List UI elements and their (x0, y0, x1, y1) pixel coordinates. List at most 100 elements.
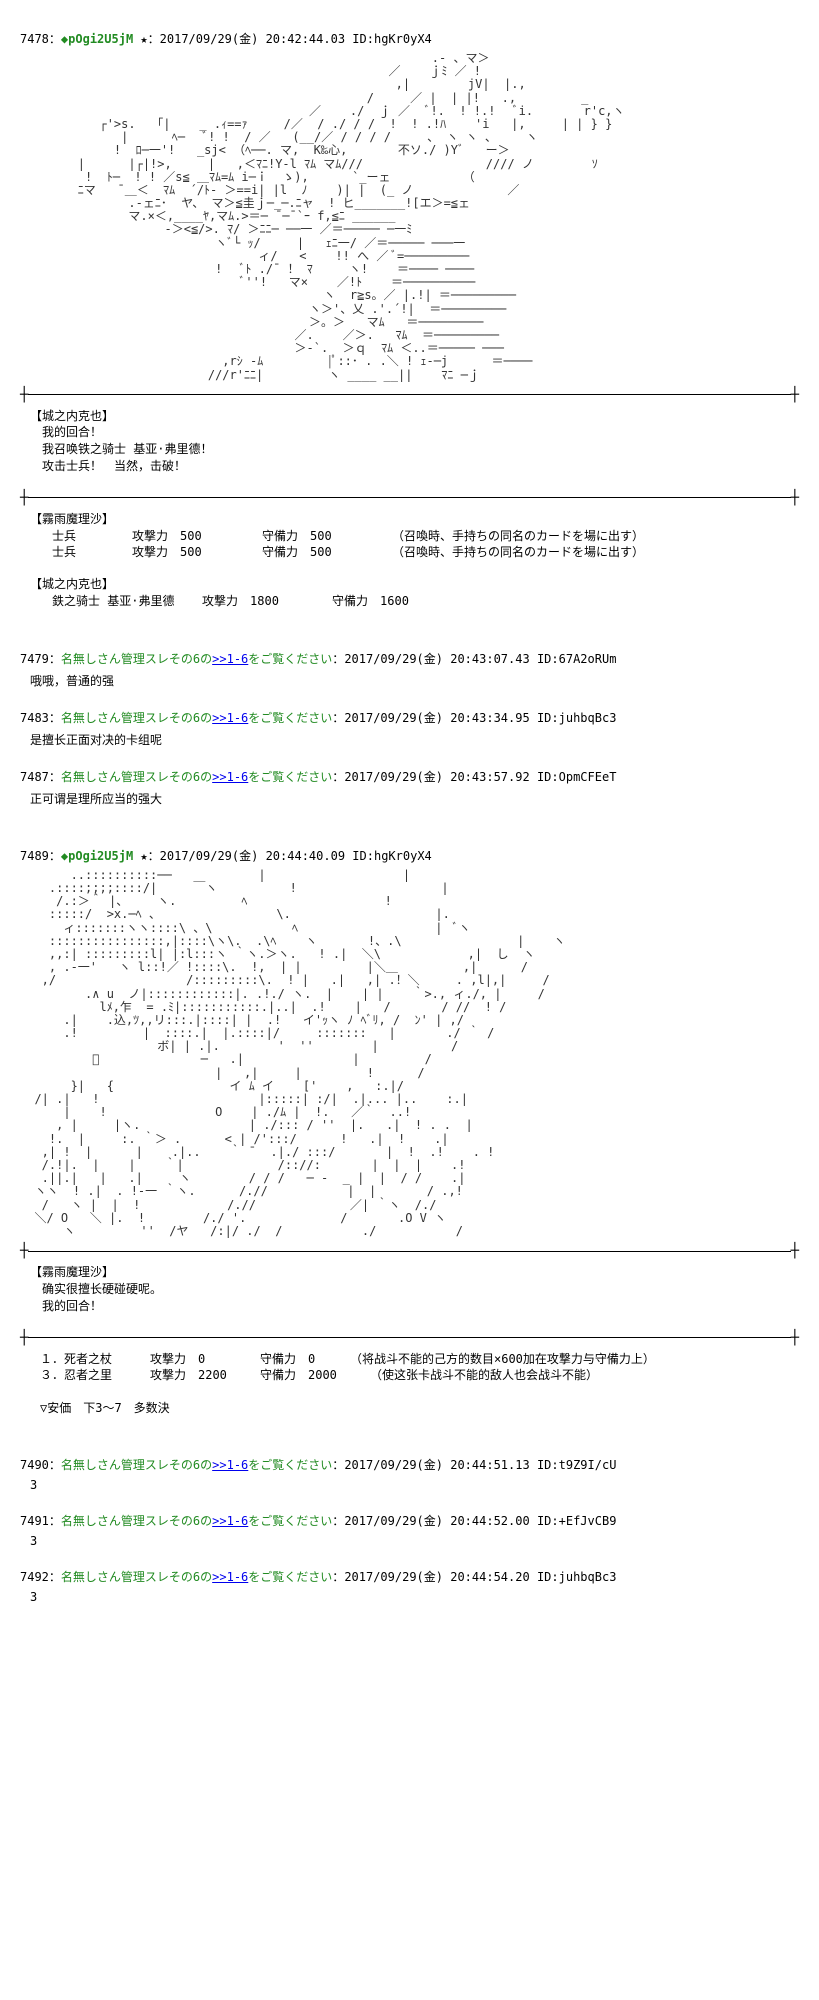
post-header-7487: 7487：名無しさん管理スレその6の>>1-6をご覧ください：2017/09/2… (20, 768, 799, 785)
stat-name: ３．忍者之里 (40, 1367, 150, 1384)
dialog-box: 【霧雨魔理沙】 士兵 攻撃力 500 守備力 500 （召喚時、手持ちの同名のカ… (30, 511, 799, 561)
post-suffix: をご覧ください (248, 652, 332, 666)
speaker-label: 【霧雨魔理沙】 (30, 1264, 799, 1281)
comment-body: 3 (30, 1534, 799, 1548)
post-name: 名無しさん管理スレその6の (61, 652, 212, 666)
post-header-7492: 7492：名無しさん管理スレその6の>>1-6をご覧ください：2017/09/2… (20, 1568, 799, 1585)
post-date: 2017/09/29(金) 20:42:44.03 (160, 32, 345, 46)
divider (20, 387, 799, 403)
comment-body: 是擅长正面对决的卡组呢 (30, 731, 799, 748)
star-icon: ★ (140, 849, 147, 863)
divider (20, 1330, 799, 1346)
post-date: 2017/09/29(金) 20:44:40.09 (160, 849, 345, 863)
ascii-art-7489: ..::::::::::── | | .::::;;;;::::/| ￣ヽ ! … (20, 869, 799, 1238)
comment-body: 3 (30, 1478, 799, 1492)
post-trip: ◆pOgi2U5jM (61, 849, 133, 863)
post-name: 名無しさん管理スレその6の (61, 1514, 212, 1528)
post-suffix: をご覧ください (248, 1514, 332, 1528)
dialog-line: 我召唤铁之骑士 基亚·弗里德！ (30, 441, 799, 458)
stat-atk: 攻撃力 500 (132, 528, 262, 545)
post-date: 2017/09/29(金) 20:43:34.95 (344, 711, 529, 725)
stat-name: 士兵 (52, 528, 132, 545)
stat-effect: （使这张卡战斗不能的敌人也会战斗不能） (370, 1367, 799, 1384)
stat-atk: 攻撃力 500 (132, 544, 262, 561)
stat-def: 守備力 2000 (260, 1367, 370, 1384)
post-number: 7478 (20, 32, 49, 46)
post-date: 2017/09/29(金) 20:43:07.43 (344, 652, 529, 666)
stat-row: 鉄之骑士 基亚·弗里德 攻撃力 1800 守備力 1600 (40, 593, 799, 610)
comment-body: 3 (30, 1590, 799, 1604)
post-reply-link[interactable]: >>1-6 (212, 711, 248, 725)
stat-effect: （将战斗不能的己方的数目×600加在攻撃力与守備力上） (350, 1351, 799, 1368)
divider (20, 490, 799, 506)
stat-row: ３．忍者之里 攻撃力 2200 守備力 2000 （使这张卡战斗不能的敌人也会战… (40, 1367, 799, 1384)
stat-name: １．死者之杖 (40, 1351, 150, 1368)
post-number: 7487 (20, 770, 49, 784)
post-date: 2017/09/29(金) 20:44:54.20 (344, 1570, 529, 1584)
dialog-box: 【城之内克也】 我的回合！ 我召唤铁之骑士 基亚·弗里德！ 攻击士兵！ 当然，击… (30, 408, 799, 475)
post-header-7479: 7479：名無しさん管理スレその6の>>1-6をご覧ください：2017/09/2… (20, 650, 799, 667)
post-number: 7490 (20, 1458, 49, 1472)
post-date: 2017/09/29(金) 20:44:52.00 (344, 1514, 529, 1528)
stat-atk: 攻撃力 2200 (150, 1367, 260, 1384)
post-id: ID:hgKr0yX4 (352, 32, 431, 46)
post-reply-link[interactable]: >>1-6 (212, 770, 248, 784)
post-id: ID:+EfJvCB9 (537, 1514, 616, 1528)
stat-row: 士兵 攻撃力 500 守備力 500 （召喚時、手持ちの同名のカードを場に出す） (40, 528, 799, 545)
stat-def: 守備力 500 (262, 528, 392, 545)
post-header-7478: 7478：◆pOgi2U5jM ★：2017/09/29(金) 20:42:44… (20, 30, 799, 47)
post-suffix: をご覧ください (248, 1570, 332, 1584)
dialog-box: １．死者之杖 攻撃力 0 守備力 0 （将战斗不能的己方的数目×600加在攻撃力… (30, 1351, 799, 1385)
speaker-label: 【城之内克也】 (30, 408, 799, 425)
post-name: 名無しさん管理スレその6の (61, 711, 212, 725)
stat-atk: 攻撃力 1800 (202, 593, 332, 610)
post-date: 2017/09/29(金) 20:43:57.92 (344, 770, 529, 784)
post-header-7491: 7491：名無しさん管理スレその6の>>1-6をご覧ください：2017/09/2… (20, 1512, 799, 1529)
post-id: ID:t9Z9I/cU (537, 1458, 616, 1472)
stat-name: 鉄之骑士 基亚·弗里德 (52, 593, 202, 610)
post-header-7483: 7483：名無しさん管理スレその6の>>1-6をご覧ください：2017/09/2… (20, 709, 799, 726)
stat-def: 守備力 500 (262, 544, 392, 561)
stat-row: １．死者之杖 攻撃力 0 守備力 0 （将战斗不能的己方的数目×600加在攻撃力… (40, 1351, 799, 1368)
dialog-line: 我的回合！ (30, 1298, 799, 1315)
post-reply-link[interactable]: >>1-6 (212, 1570, 248, 1584)
dialog-line: 确实很擅长硬碰硬呢。 (30, 1281, 799, 1298)
speaker-label: 【城之内克也】 (30, 576, 799, 593)
stat-name: 士兵 (52, 544, 132, 561)
stat-effect: （召喚時、手持ちの同名のカードを場に出す） (392, 528, 799, 545)
post-suffix: をご覧ください (248, 770, 332, 784)
post-id: ID:juhbqBc3 (537, 1570, 616, 1584)
dialog-line: 我的回合！ (30, 424, 799, 441)
ascii-art-7478: .‐ 、マ＞ ／ ｊﾐ ／ ! ,| jV| |., / ／ | (20, 52, 799, 382)
post-number: 7492 (20, 1570, 49, 1584)
post-header-7490: 7490：名無しさん管理スレその6の>>1-6をご覧ください：2017/09/2… (20, 1456, 799, 1473)
post-id: ID:hgKr0yX4 (352, 849, 431, 863)
stat-row: 士兵 攻撃力 500 守備力 500 （召喚時、手持ちの同名のカードを場に出す） (40, 544, 799, 561)
post-number: 7479 (20, 652, 49, 666)
post-suffix: をご覧ください (248, 711, 332, 725)
post-header-7489: 7489：◆pOgi2U5jM ★：2017/09/29(金) 20:44:40… (20, 847, 799, 864)
star-icon: ★ (140, 32, 147, 46)
dialog-line: 攻击士兵！ 当然，击破！ (30, 458, 799, 475)
post-id: ID:juhbqBc3 (537, 711, 616, 725)
post-reply-link[interactable]: >>1-6 (212, 1458, 248, 1472)
post-reply-link[interactable]: >>1-6 (212, 652, 248, 666)
stat-def: 守備力 0 (260, 1351, 350, 1368)
post-name: 名無しさん管理スレその6の (61, 770, 212, 784)
post-id: ID:67A2oRUm (537, 652, 616, 666)
post-number: 7483 (20, 711, 49, 725)
stat-atk: 攻撃力 0 (150, 1351, 260, 1368)
post-number: 7489 (20, 849, 49, 863)
divider (20, 1243, 799, 1259)
speaker-label: 【霧雨魔理沙】 (30, 511, 799, 528)
comment-body: 哦哦，普通的强 (30, 672, 799, 689)
post-number: 7491 (20, 1514, 49, 1528)
anchor-prompt: ▽安価 下3～7 多数決 (40, 1399, 799, 1416)
post-trip: ◆pOgi2U5jM (61, 32, 133, 46)
stat-effect: （召喚時、手持ちの同名のカードを場に出す） (392, 544, 799, 561)
post-reply-link[interactable]: >>1-6 (212, 1514, 248, 1528)
post-name: 名無しさん管理スレその6の (61, 1458, 212, 1472)
dialog-box: 【霧雨魔理沙】 确实很擅长硬碰硬呢。 我的回合！ (30, 1264, 799, 1314)
post-suffix: をご覧ください (248, 1458, 332, 1472)
post-id: ID:OpmCFEeT (537, 770, 616, 784)
